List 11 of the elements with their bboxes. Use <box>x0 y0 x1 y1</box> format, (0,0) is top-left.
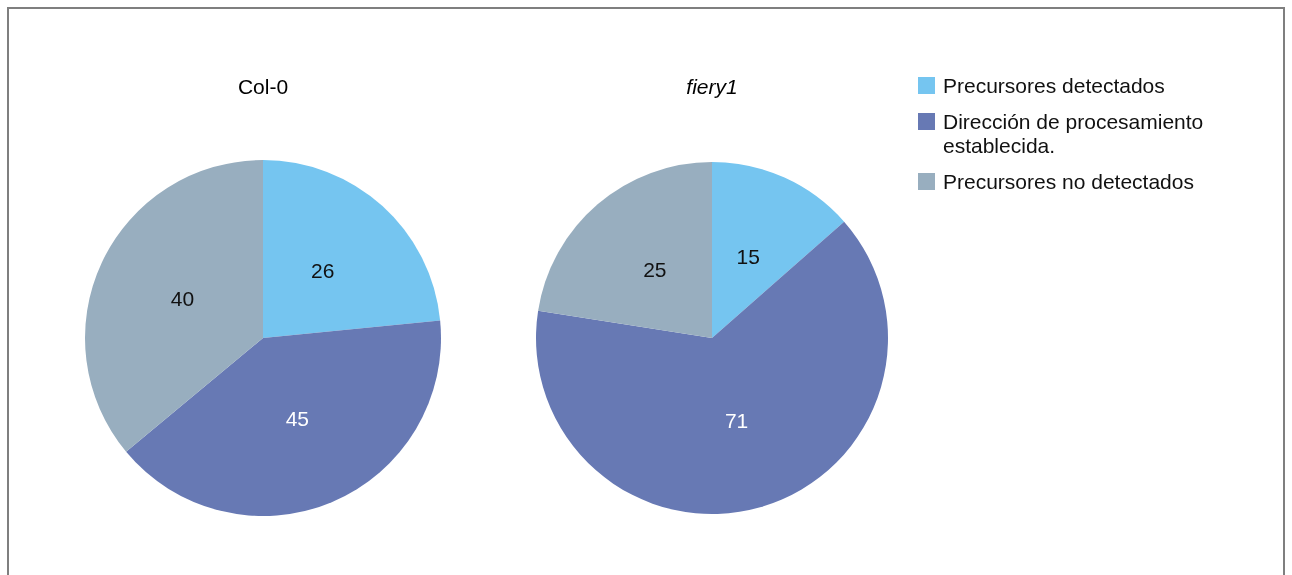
data-label: 15 <box>736 244 760 268</box>
data-label: 45 <box>285 406 310 430</box>
data-label: 26 <box>311 258 335 282</box>
data-label: 40 <box>170 286 195 310</box>
legend-label: Dirección de procesamiento establecida. <box>943 110 1205 158</box>
legend-label: Precursores detectados <box>943 74 1165 98</box>
slice-label: Col-0 <box>236 75 290 99</box>
data-label: 25 <box>643 257 667 281</box>
slice-label: fiery1 <box>685 75 739 99</box>
legend-label: Precursores no detectados <box>943 170 1194 194</box>
data-label: 71 <box>724 409 749 433</box>
